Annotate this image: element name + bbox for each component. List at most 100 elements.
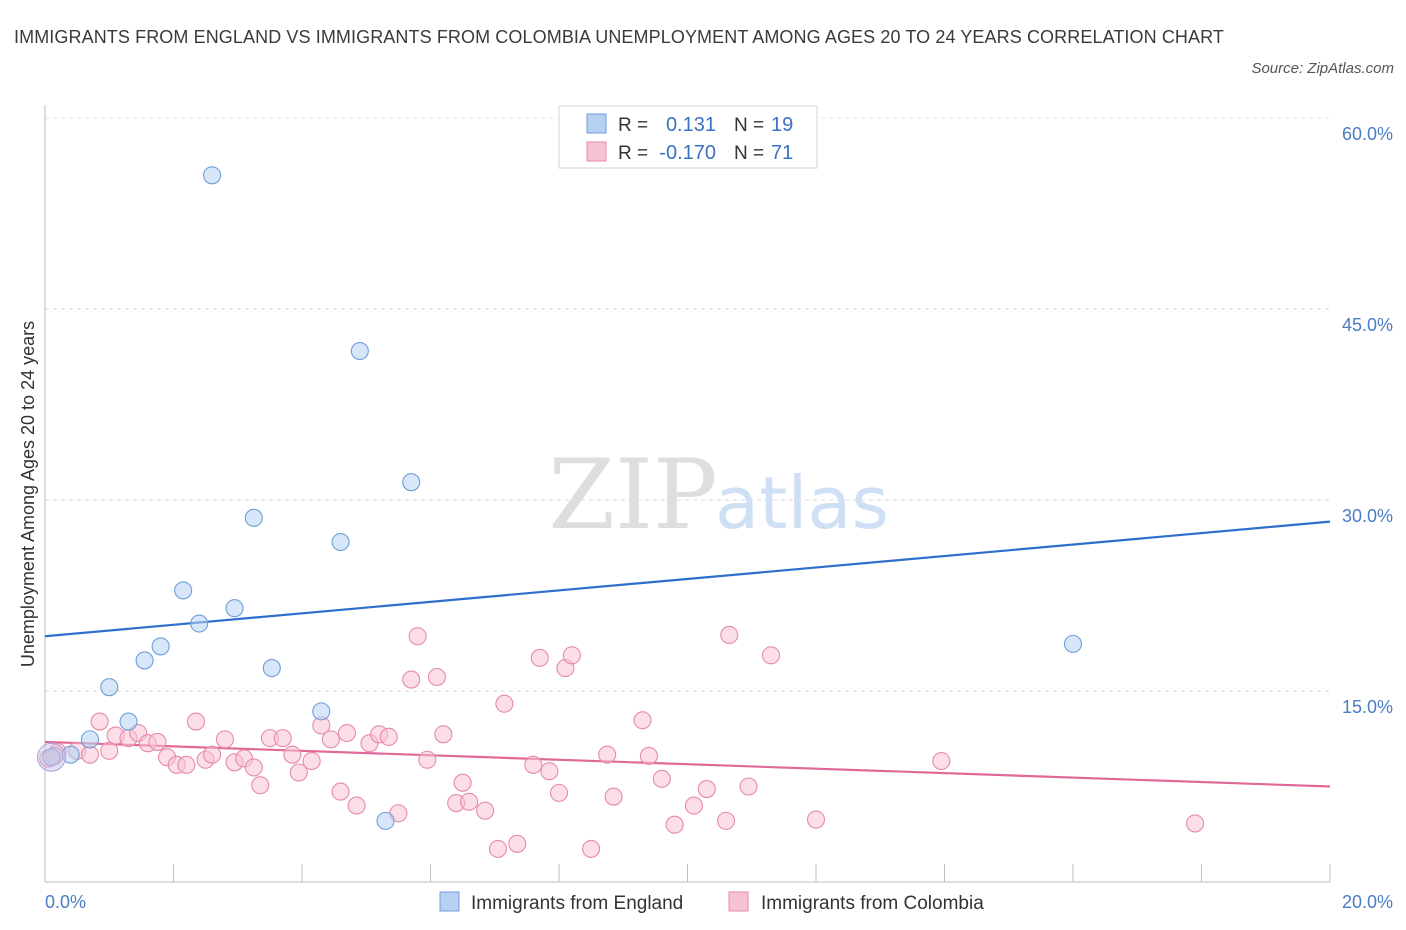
legend-label-england: Immigrants from England — [471, 893, 683, 914]
point-england-10 — [225, 599, 244, 618]
point-colombia-57 — [633, 711, 652, 730]
point-colombia-58 — [639, 746, 659, 765]
point-colombia-24 — [283, 745, 302, 764]
point-colombia-51 — [549, 783, 569, 802]
stats-legend-r-value-england: 0.131 — [666, 114, 716, 136]
point-colombia-63 — [716, 811, 736, 830]
point-england-13 — [312, 702, 331, 721]
legend-swatch-england — [439, 891, 460, 912]
point-colombia-30 — [337, 723, 357, 743]
y-tick-label-0: 15.0% — [1342, 697, 1393, 717]
stats-legend-r-label-colombia: R = — [618, 143, 648, 164]
y-tick-label-1: 30.0% — [1342, 506, 1393, 526]
point-colombia-14 — [186, 712, 206, 731]
point-england-8 — [190, 614, 209, 633]
point-colombia-29 — [331, 782, 350, 801]
legend-label-colombia: Immigrants from Colombia — [761, 893, 984, 914]
chart-title: IMMIGRANTS FROM ENGLAND VS IMMIGRANTS FR… — [14, 27, 1225, 47]
x-tick-label-1: 20.0% — [1342, 892, 1393, 912]
point-colombia-45 — [488, 839, 508, 858]
point-colombia-40 — [434, 725, 453, 744]
x-tick-label-0: 0.0% — [45, 892, 86, 912]
point-colombia-23 — [273, 729, 292, 748]
source-label: Source: ZipAtlas.com — [1251, 60, 1394, 77]
stats-legend-n-value-colombia: 71 — [771, 142, 793, 164]
point-colombia-67 — [806, 810, 826, 829]
point-colombia-21 — [251, 776, 270, 795]
point-england-14 — [331, 532, 350, 552]
point-overlap-cluster — [36, 742, 66, 772]
point-england-17 — [402, 473, 421, 492]
point-colombia-37 — [408, 627, 427, 646]
point-colombia-66 — [761, 646, 781, 665]
point-england-18 — [1063, 634, 1083, 653]
trend-lines — [44, 520, 1331, 788]
point-colombia-36 — [402, 670, 421, 689]
point-england-16 — [376, 811, 395, 830]
point-colombia-54 — [582, 839, 601, 858]
series-legend: Immigrants from England Immigrants from … — [439, 891, 984, 914]
point-colombia-34 — [379, 727, 398, 746]
y-axis-label: Unemployment Among Ages 20 to 24 years — [18, 321, 38, 667]
point-england-5 — [135, 651, 154, 670]
tick-labels: 15.0% 30.0% 45.0% 60.0% 0.0% 20.0% — [45, 124, 1393, 912]
point-colombia-3 — [80, 745, 100, 764]
point-colombia-48 — [524, 755, 543, 774]
data-points — [36, 166, 1205, 858]
point-colombia-26 — [302, 751, 321, 771]
point-england-7 — [174, 581, 193, 600]
point-colombia-42 — [453, 773, 472, 792]
point-england-4 — [119, 712, 138, 731]
point-colombia-5 — [100, 741, 119, 760]
point-colombia-64 — [720, 625, 739, 645]
point-colombia-69 — [1186, 814, 1205, 833]
stats-legend-n-value-england: 19 — [771, 114, 793, 136]
watermark: ZIP atlas — [548, 439, 889, 551]
point-colombia-20 — [244, 758, 263, 777]
point-england-9 — [203, 166, 222, 185]
point-colombia-17 — [215, 730, 234, 749]
point-colombia-47 — [508, 834, 527, 853]
point-colombia-65 — [739, 777, 758, 796]
stats-legend-swatch-colombia — [586, 141, 607, 162]
point-colombia-49 — [530, 648, 549, 667]
point-england-15 — [350, 341, 369, 361]
point-colombia-53 — [562, 646, 581, 665]
point-colombia-38 — [418, 750, 437, 769]
point-colombia-39 — [427, 667, 446, 687]
point-england-11 — [244, 508, 263, 527]
point-colombia-43 — [459, 792, 479, 811]
legend-swatch-colombia — [728, 891, 749, 912]
point-colombia-68 — [932, 751, 951, 771]
stats-legend-n-label-colombia: N = — [734, 143, 764, 164]
point-colombia-13 — [177, 755, 196, 774]
trend-line-england — [44, 520, 1331, 638]
point-colombia-56 — [604, 787, 623, 806]
trend-line-colombia — [44, 740, 1331, 788]
stats-legend: R = 0.131 N = 19 R = -0.170 N = 71 — [558, 105, 818, 169]
point-colombia-4 — [90, 712, 109, 731]
point-colombia-16 — [203, 745, 222, 764]
point-colombia-50 — [540, 762, 559, 781]
watermark-atlas: atlas — [715, 461, 889, 545]
point-colombia-31 — [347, 796, 366, 815]
point-colombia-59 — [652, 769, 671, 788]
point-colombia-28 — [321, 730, 340, 749]
y-tick-label-3: 60.0% — [1342, 124, 1393, 144]
point-colombia-46 — [495, 694, 514, 713]
stats-legend-n-label-england: N = — [734, 115, 764, 136]
point-england-12 — [262, 659, 281, 678]
stats-legend-r-value-colombia: -0.170 — [659, 142, 716, 164]
point-colombia-10 — [148, 732, 167, 751]
point-england-6 — [151, 637, 170, 656]
point-colombia-44 — [476, 801, 495, 820]
point-england-2 — [80, 730, 100, 749]
point-england-3 — [100, 678, 119, 697]
stats-legend-r-label-england: R = — [618, 115, 648, 136]
point-colombia-61 — [684, 796, 703, 815]
point-colombia-25 — [289, 763, 308, 782]
watermark-zip: ZIP — [548, 439, 717, 551]
point-colombia-55 — [598, 745, 617, 764]
stats-legend-swatch-england — [586, 113, 607, 134]
